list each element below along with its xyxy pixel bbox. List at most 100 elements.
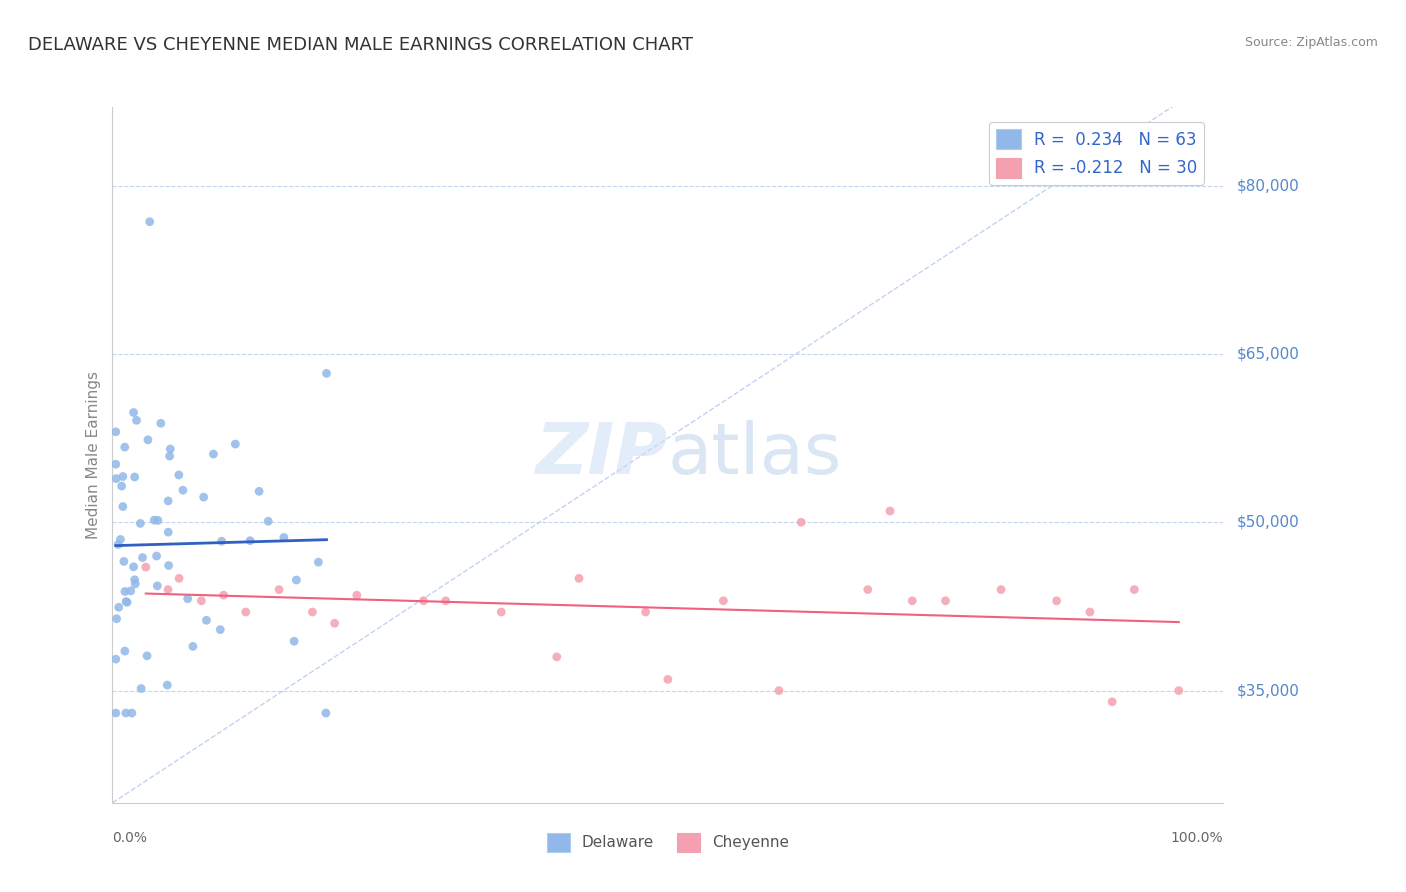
Text: $80,000: $80,000 xyxy=(1237,178,1301,193)
Point xyxy=(856,582,879,597)
Point xyxy=(412,594,434,608)
Point xyxy=(107,600,129,615)
Point xyxy=(247,484,270,499)
Point xyxy=(195,613,218,627)
Point xyxy=(114,584,136,599)
Point xyxy=(790,515,813,529)
Point xyxy=(146,579,169,593)
Text: $65,000: $65,000 xyxy=(1237,346,1301,361)
Point xyxy=(713,594,735,608)
Point xyxy=(157,582,180,597)
Point xyxy=(1078,605,1101,619)
Point xyxy=(159,442,181,456)
Point xyxy=(122,559,145,574)
Point xyxy=(114,440,136,454)
Point xyxy=(434,594,457,608)
Point xyxy=(112,554,135,568)
Point xyxy=(202,447,225,461)
Point xyxy=(111,500,134,514)
Point xyxy=(159,449,181,463)
Point xyxy=(125,413,148,427)
Point xyxy=(1123,582,1146,597)
Point xyxy=(136,648,159,663)
Point xyxy=(190,594,212,608)
Point xyxy=(235,605,257,619)
Point xyxy=(257,514,280,528)
Point xyxy=(124,577,146,591)
Point xyxy=(167,571,190,585)
Point xyxy=(267,582,291,597)
Point xyxy=(120,583,142,598)
Text: 0.0%: 0.0% xyxy=(112,830,148,845)
Text: DELAWARE VS CHEYENNE MEDIAN MALE EARNINGS CORRELATION CHART: DELAWARE VS CHEYENNE MEDIAN MALE EARNING… xyxy=(28,36,693,54)
Point xyxy=(107,537,129,551)
Point xyxy=(212,588,235,602)
Point xyxy=(114,706,136,720)
Point xyxy=(491,605,513,619)
Point xyxy=(138,215,160,229)
Point xyxy=(346,588,368,602)
Point xyxy=(104,425,127,439)
Text: atlas: atlas xyxy=(668,420,842,490)
Point xyxy=(115,594,138,608)
Point xyxy=(768,683,790,698)
Text: $35,000: $35,000 xyxy=(1237,683,1301,698)
Text: Source: ZipAtlas.com: Source: ZipAtlas.com xyxy=(1244,36,1378,49)
Point xyxy=(167,467,190,482)
Point xyxy=(176,591,198,606)
Point xyxy=(157,525,180,540)
Point xyxy=(283,634,305,648)
Y-axis label: Median Male Earnings: Median Male Earnings xyxy=(86,371,101,539)
Point xyxy=(657,673,679,687)
Point xyxy=(131,550,153,565)
Point xyxy=(111,469,134,483)
Point xyxy=(193,490,215,504)
Point xyxy=(568,571,591,585)
Point xyxy=(129,681,152,696)
Text: ZIP: ZIP xyxy=(536,420,668,490)
Point xyxy=(273,531,295,545)
Point xyxy=(122,405,145,419)
Point xyxy=(301,605,323,619)
Point xyxy=(129,516,152,531)
Point xyxy=(157,494,180,508)
Point xyxy=(104,706,127,720)
Point xyxy=(115,595,138,609)
Point xyxy=(935,594,957,608)
Text: $50,000: $50,000 xyxy=(1237,515,1301,530)
Point xyxy=(211,534,233,549)
Point xyxy=(209,623,232,637)
Point xyxy=(323,616,346,631)
Point xyxy=(1045,594,1069,608)
Point xyxy=(111,479,134,493)
Point xyxy=(105,472,128,486)
Point xyxy=(114,644,136,658)
Point xyxy=(145,549,167,563)
Point xyxy=(224,437,246,451)
Point xyxy=(990,582,1012,597)
Point xyxy=(239,533,262,548)
Point xyxy=(104,457,127,471)
Point xyxy=(879,504,901,518)
Point xyxy=(121,706,143,720)
Point xyxy=(634,605,657,619)
Point xyxy=(307,555,329,569)
Point xyxy=(285,573,308,587)
Point xyxy=(181,640,204,654)
Point xyxy=(143,513,166,527)
Point xyxy=(146,513,169,527)
Point xyxy=(1101,695,1123,709)
Point xyxy=(156,678,179,692)
Point xyxy=(110,533,132,547)
Point xyxy=(105,612,128,626)
Point xyxy=(136,433,159,447)
Point xyxy=(157,558,180,573)
Point xyxy=(315,706,337,720)
Legend: Delaware, Cheyenne: Delaware, Cheyenne xyxy=(540,827,796,858)
Point xyxy=(149,417,172,431)
Point xyxy=(135,560,157,574)
Text: 100.0%: 100.0% xyxy=(1171,830,1223,845)
Point xyxy=(124,470,146,484)
Point xyxy=(124,573,146,587)
Point xyxy=(546,649,568,664)
